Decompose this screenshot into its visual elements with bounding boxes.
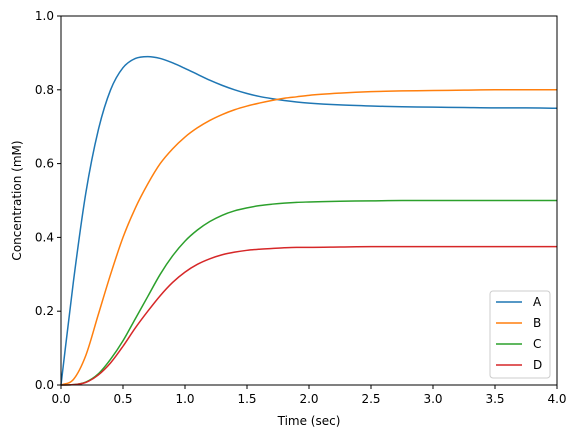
legend-box	[489, 290, 551, 379]
series-line-d	[60, 245, 557, 386]
x-tick-label: 1.0	[175, 392, 194, 406]
series-layer	[60, 55, 558, 386]
y-axis: 0.0 0.2 0.4 0.6 0.8 1.0	[35, 9, 61, 392]
y-tick-label: 1.0	[35, 9, 54, 23]
y-tick-label: 0.0	[35, 378, 54, 392]
y-tick-label: 0.6	[35, 157, 54, 171]
series-line-c	[60, 199, 557, 386]
legend-label-d: D	[533, 358, 542, 372]
y-tick-label: 0.4	[35, 230, 54, 244]
y-tick-label: 0.2	[35, 304, 54, 318]
legend-label-c: C	[533, 337, 541, 351]
y-axis-title: Concentration (mM)	[10, 140, 24, 260]
x-axis-title: Time (sec)	[277, 414, 341, 428]
x-tick-label: 2.5	[361, 392, 380, 406]
x-tick-label: 4.0	[547, 392, 566, 406]
x-tick-label: 3.5	[485, 392, 504, 406]
x-tick-label: 0.0	[51, 392, 70, 406]
series-line-a	[60, 55, 558, 386]
x-tick-label: 1.5	[237, 392, 256, 406]
x-tick-label: 2.0	[299, 392, 318, 406]
y-tick-label: 0.8	[35, 83, 54, 97]
legend-label-b: B	[533, 316, 541, 330]
legend-label-a: A	[533, 295, 542, 309]
x-tick-label: 3.0	[423, 392, 442, 406]
x-axis: 0.0 0.5 1.0 1.5 2.0 2.5 3.0 3.5 4.0	[51, 385, 567, 406]
series-line-b	[60, 89, 557, 386]
x-tick-label: 0.5	[113, 392, 132, 406]
